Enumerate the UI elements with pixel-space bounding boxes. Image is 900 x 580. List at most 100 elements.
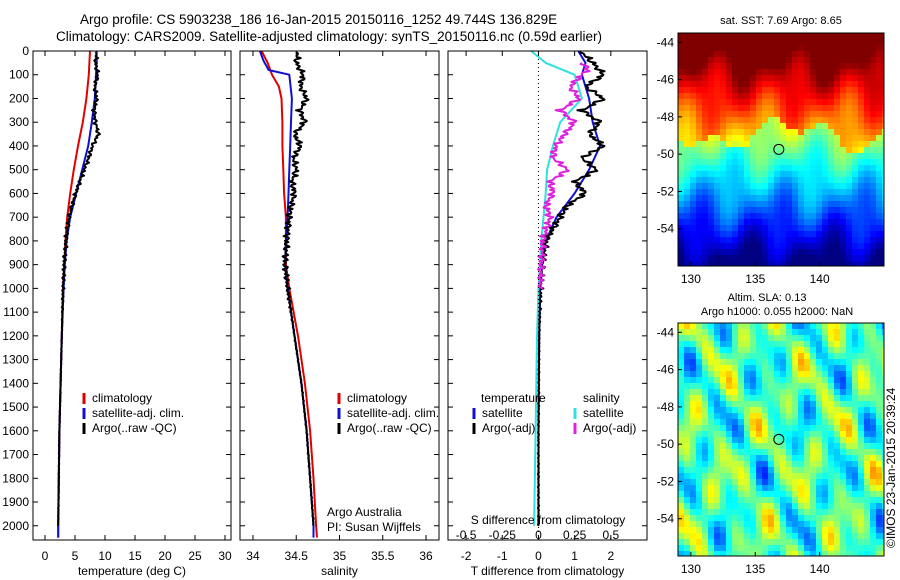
x-tick-label: 10 bbox=[98, 549, 112, 563]
x-tick-label: 5 bbox=[72, 549, 79, 563]
sst-map-title: sat. SST: 7.69 Argo: 8.65 bbox=[720, 15, 842, 27]
map-y-tick-label: -52 bbox=[657, 474, 675, 488]
y-tick-label: 1700 bbox=[2, 448, 29, 462]
x-tick-label: 36 bbox=[419, 549, 433, 563]
y-tick-label: 800 bbox=[9, 234, 29, 248]
map-y-tick-label: -44 bbox=[657, 35, 675, 49]
x-tick-label: 0 bbox=[42, 549, 49, 563]
satellite-temp-line bbox=[57, 51, 98, 538]
x-tick-label: 35.5 bbox=[371, 549, 395, 563]
y-tick-label: 1500 bbox=[2, 400, 29, 414]
credit-stamp: ©IMOS 23-Jan-2015 20:39:24 bbox=[884, 387, 898, 548]
legend-diff-temp-label: Argo(-adj) bbox=[482, 421, 535, 435]
top-tick-label: 0 bbox=[535, 528, 542, 542]
map-x-tick-label: 140 bbox=[810, 562, 830, 576]
sla-map-title: Altim. SLA: 0.13 bbox=[728, 292, 807, 304]
y-tick-label: 1800 bbox=[2, 471, 29, 485]
x-tick-label: 20 bbox=[158, 549, 172, 563]
x-tick-label: 1 bbox=[571, 549, 578, 563]
x-tick-label: 2 bbox=[607, 549, 614, 563]
x-tick-label: -2 bbox=[461, 549, 472, 563]
y-tick-label: 100 bbox=[9, 68, 29, 82]
y-tick-label: 200 bbox=[9, 91, 29, 105]
argo-position-marker bbox=[773, 433, 785, 445]
argo-temp-line bbox=[57, 51, 101, 527]
y-tick-label: 1600 bbox=[2, 424, 29, 438]
legend-temp-label: satellite-adj. clim. bbox=[92, 406, 184, 420]
legend-sal-label: satellite-adj. clim. bbox=[347, 406, 439, 420]
argo-sal-line bbox=[281, 51, 315, 527]
y-tick-label: 1100 bbox=[3, 305, 29, 319]
map-frame-sla bbox=[677, 322, 885, 557]
annotation-org: Argo Australia bbox=[327, 505, 402, 519]
top-axis-label: S difference from climatology bbox=[471, 513, 626, 527]
x-axis-label: T difference from climatology bbox=[471, 564, 625, 578]
panel-frame-1 bbox=[32, 50, 232, 541]
panel-frame-3 bbox=[447, 50, 648, 541]
panel-frame-2 bbox=[239, 50, 440, 541]
top-tick-label: 0.25 bbox=[563, 528, 587, 542]
top-tick-label: 0.5 bbox=[602, 528, 619, 542]
map-field-sla bbox=[678, 323, 884, 556]
sla-map-subtitle: Argo h1000: 0.055 h2000: NaN bbox=[701, 306, 853, 318]
y-tick-label: 1200 bbox=[2, 329, 29, 343]
top-tick-label: -0.25 bbox=[489, 528, 517, 542]
x-tick-label: 0 bbox=[535, 549, 542, 563]
map-frame-sst bbox=[677, 32, 885, 267]
y-tick-label: 1300 bbox=[2, 353, 29, 367]
figure-title-line1: Argo profile: CS 5903238_186 16-Jan-2015… bbox=[80, 12, 558, 27]
y-tick-label: 700 bbox=[9, 210, 29, 224]
map-y-tick-label: -46 bbox=[657, 363, 675, 377]
map-x-tick-label: 135 bbox=[745, 562, 765, 576]
legend-temp-label: climatology bbox=[92, 391, 152, 405]
map-y-tick-label: -48 bbox=[657, 400, 675, 414]
map-y-tick-label: -52 bbox=[657, 184, 675, 198]
legend-sal-label: climatology bbox=[347, 391, 407, 405]
y-tick-label: 900 bbox=[9, 258, 29, 272]
argo-position-marker bbox=[773, 143, 785, 155]
map-y-tick-label: -50 bbox=[657, 437, 675, 451]
x-tick-label: 35 bbox=[333, 549, 347, 563]
map-y-tick-label: -44 bbox=[657, 325, 675, 339]
map-field-sst bbox=[678, 33, 884, 266]
map-y-tick-label: -46 bbox=[657, 73, 675, 87]
legend-diff-temp-title: temperature bbox=[481, 391, 546, 405]
y-tick-label: 1000 bbox=[2, 281, 29, 295]
figure-title-line2: Climatology: CARS2009. Satellite-adjuste… bbox=[56, 29, 603, 44]
x-tick-label: 30 bbox=[218, 549, 232, 563]
x-axis-label: temperature (deg C) bbox=[78, 564, 186, 578]
annotation-pi: PI: Susan Wijffels bbox=[327, 520, 421, 534]
legend-sal-label: Argo(..raw -QC) bbox=[347, 421, 432, 435]
legend-diff-sal-title: salinity bbox=[583, 391, 620, 405]
map-x-tick-label: 140 bbox=[810, 272, 830, 286]
legend-diff-sal-label: satellite bbox=[583, 406, 624, 420]
y-tick-label: 400 bbox=[9, 139, 29, 153]
y-tick-label: 2000 bbox=[2, 519, 29, 533]
y-tick-label: 500 bbox=[9, 163, 29, 177]
climatology-sal-line bbox=[260, 50, 318, 538]
map-y-tick-label: -54 bbox=[657, 222, 675, 236]
x-tick-label: 34.5 bbox=[285, 549, 309, 563]
x-axis-label: salinity bbox=[321, 564, 358, 578]
x-tick-label: 34 bbox=[246, 549, 260, 563]
map-x-tick-label: 135 bbox=[745, 272, 765, 286]
map-x-tick-label: 130 bbox=[681, 562, 701, 576]
y-tick-label: 600 bbox=[9, 186, 29, 200]
legend-temp-label: Argo(..raw -QC) bbox=[92, 421, 177, 435]
map-y-tick-label: -54 bbox=[657, 512, 675, 526]
map-x-tick-label: 130 bbox=[681, 272, 701, 286]
y-tick-label: 1900 bbox=[2, 495, 29, 509]
map-y-tick-label: -48 bbox=[657, 110, 675, 124]
top-tick-label: -0.5 bbox=[456, 528, 477, 542]
y-tick-label: 1400 bbox=[2, 376, 29, 390]
y-tick-label: 300 bbox=[9, 115, 29, 129]
legend-diff-temp-label: satellite bbox=[482, 406, 523, 420]
x-tick-label: -1 bbox=[497, 549, 508, 563]
argo-sdiff-line bbox=[536, 62, 591, 290]
map-y-tick-label: -50 bbox=[657, 147, 675, 161]
x-tick-label: 25 bbox=[188, 549, 202, 563]
x-tick-label: 15 bbox=[128, 549, 142, 563]
satellite-tdiff-line bbox=[537, 50, 601, 526]
